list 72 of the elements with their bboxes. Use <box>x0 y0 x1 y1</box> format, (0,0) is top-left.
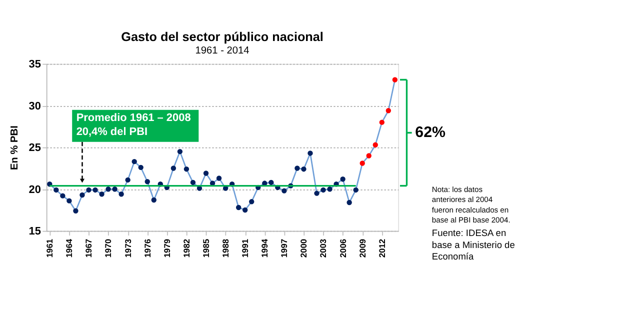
point <box>112 186 118 192</box>
chart-title: Gasto del sector público nacional <box>121 30 324 44</box>
point <box>294 166 300 171</box>
point <box>327 186 332 192</box>
point <box>379 120 385 125</box>
point <box>99 192 104 197</box>
x-tick-label: 1997 <box>279 238 290 258</box>
y-tick-label: 30 <box>28 100 41 112</box>
point <box>360 160 365 166</box>
point <box>386 108 392 114</box>
point <box>203 170 209 176</box>
source-note: Fuente: IDESA en base a Ministerio de Economía <box>432 228 515 262</box>
point <box>80 192 85 198</box>
y-axis-title: En % PBI <box>10 125 21 170</box>
x-tick-label: 2003 <box>318 238 328 258</box>
point <box>392 77 398 82</box>
point <box>366 153 372 158</box>
chart-subtitle: 1961 - 2014 <box>195 46 250 57</box>
point <box>320 187 326 193</box>
point <box>151 197 156 203</box>
point <box>242 207 248 213</box>
point <box>353 187 358 193</box>
point <box>177 148 183 154</box>
x-tick-label: 1976 <box>142 238 152 258</box>
x-tick-label: 1985 <box>200 238 211 258</box>
point <box>236 204 242 210</box>
point <box>125 177 130 183</box>
point <box>144 179 150 184</box>
point <box>216 176 222 181</box>
x-tick-label: 1970 <box>103 238 114 258</box>
point <box>92 187 98 193</box>
point <box>170 166 176 171</box>
point <box>60 193 66 198</box>
point <box>106 186 111 192</box>
annotation: Promedio 1961 – 2008 20,4% del PBI <box>76 112 191 138</box>
point <box>340 176 346 182</box>
text: Nota: los datos anteriores al 2004 fueron recalculados en base al PBI base 2004. <box>432 185 510 224</box>
y-tick-label: 15 <box>28 226 41 238</box>
point <box>314 190 320 196</box>
y-tick-label: 20 <box>28 184 41 196</box>
point <box>73 208 78 214</box>
y-tick-label: 25 <box>28 142 41 154</box>
x-tick-label: 1973 <box>122 238 133 258</box>
x-tick-label: 2012 <box>376 238 387 258</box>
point <box>268 180 274 186</box>
point <box>138 164 144 170</box>
x-tick-label: 1964 <box>64 238 74 258</box>
point <box>190 180 196 186</box>
x-tick-label: 1991 <box>240 238 250 258</box>
x-tick-label: 1988 <box>220 238 231 258</box>
point <box>86 187 92 193</box>
point <box>66 198 72 204</box>
text: 62% <box>415 124 446 141</box>
x-tick-label: 1994 <box>260 238 270 258</box>
y-tick-label: 35 <box>28 58 41 71</box>
point <box>118 192 124 197</box>
x-tick-label: 2006 <box>338 238 348 258</box>
x-tick-label: 1982 <box>181 238 192 258</box>
point <box>184 166 190 172</box>
x-tick-label: 1961 <box>44 238 55 258</box>
point <box>346 200 352 206</box>
x-tick-label: 2000 <box>298 238 309 258</box>
point <box>301 166 306 172</box>
point <box>308 150 313 156</box>
x-tick-label: 1979 <box>162 238 172 258</box>
point <box>249 199 254 204</box>
point <box>282 188 287 194</box>
x-tick-label: 1967 <box>84 238 94 258</box>
point <box>372 142 378 148</box>
x-tick-label: 2009 <box>357 238 368 258</box>
point <box>132 158 137 164</box>
point <box>54 187 59 193</box>
